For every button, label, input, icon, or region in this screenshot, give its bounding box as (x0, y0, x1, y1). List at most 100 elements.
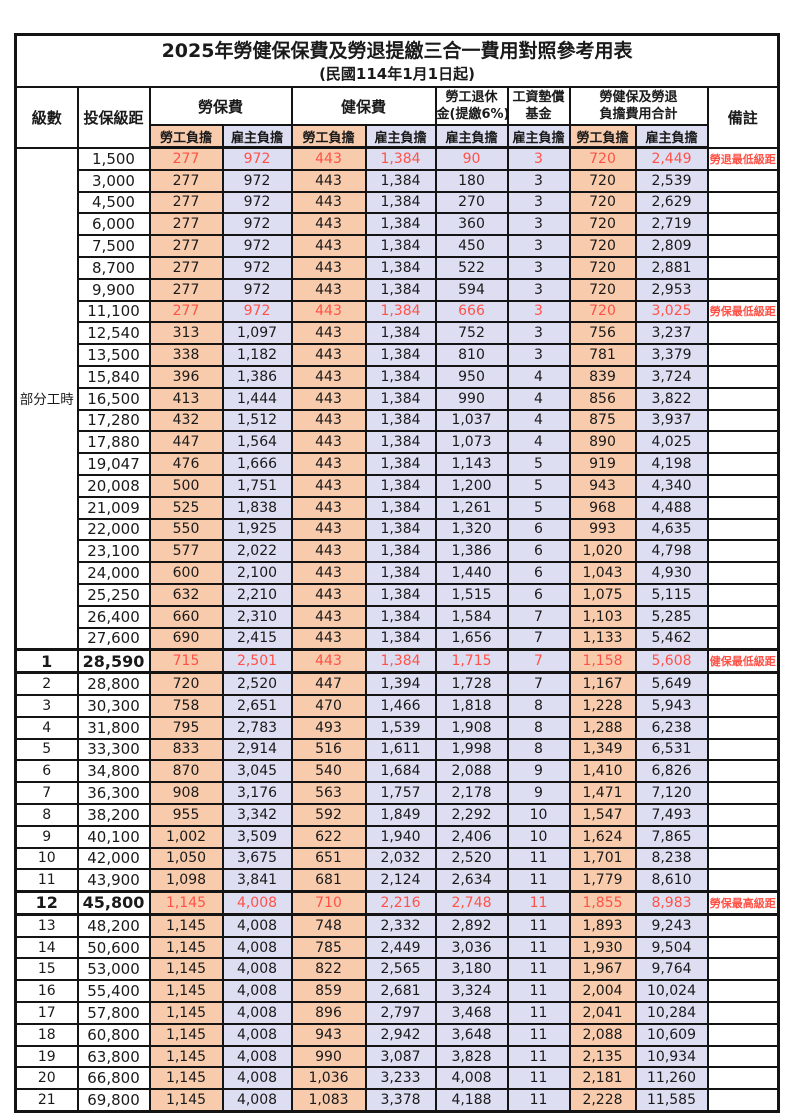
cell-value: 1,384 (364, 648, 437, 675)
table-row: 14 50,600 1,145 4,008 785 2,449 3,036 11 1,930 9,… (14, 935, 780, 960)
total-label-line2: 負擔費用合計 (599, 107, 678, 122)
cell-value: 443 (290, 321, 367, 346)
cell-value: 720 (568, 168, 637, 193)
cell-value: 6 (506, 561, 571, 585)
cell-bracket: 7,500 (76, 234, 151, 258)
cell-value: 3,045 (221, 759, 293, 784)
cell-value: 3,828 (434, 1044, 509, 1069)
cell-level: 17 (14, 1001, 79, 1025)
cell-value: 277 (148, 234, 224, 258)
cell-value: 443 (290, 517, 367, 542)
cell-value: 8 (506, 715, 571, 740)
cell-value: 6 (506, 582, 571, 607)
cell-bracket: 23,100 (76, 539, 151, 564)
cell-value: 7 (506, 648, 571, 675)
cell-note: 勞保最高級距 (706, 890, 780, 916)
cell-note (706, 212, 780, 237)
col-group-wage-arrears-fund: 工資墊償 基金 (506, 86, 571, 126)
cell-value: 1,384 (364, 517, 437, 542)
table-row: 12 45,800 1,145 4,008 710 2,216 2,748 11 1,855 8,… (14, 890, 780, 916)
cell-value: 4,635 (634, 517, 709, 542)
cell-value: 277 (148, 277, 224, 302)
cell-value: 522 (434, 255, 509, 280)
cell-bracket: 1,500 (76, 146, 151, 171)
cell-note (706, 408, 780, 433)
cell-value: 3 (506, 255, 571, 280)
cell-value: 3 (506, 234, 571, 258)
cell-value: 2,565 (364, 957, 437, 982)
table-row: 11 43,900 1,098 3,841 681 2,124 2,634 11 1,779 8,… (14, 868, 780, 893)
cell-note: 勞退最低級距 (706, 146, 780, 171)
cell-value: 720 (568, 277, 637, 302)
cell-value: 6 (506, 539, 571, 564)
cell-value: 2,228 (568, 1088, 637, 1113)
cell-value: 7 (506, 604, 571, 629)
cell-level: 9 (14, 824, 79, 849)
cell-value: 2,501 (221, 648, 293, 675)
cell-value: 1,384 (364, 626, 437, 651)
cell-value: 972 (221, 277, 293, 302)
cell-value: 1,466 (364, 693, 437, 718)
cell-value: 4,008 (221, 979, 293, 1004)
cell-note (706, 495, 780, 520)
cell-note (706, 715, 780, 740)
cell-note: 勞保最低級距 (706, 299, 780, 324)
cell-note (706, 452, 780, 476)
cell-value: 360 (434, 212, 509, 237)
cell-note (706, 781, 780, 805)
col-header-note: 備註 (706, 86, 780, 149)
cell-value: 1,394 (364, 671, 437, 696)
cell-value: 1,818 (434, 693, 509, 718)
cell-value: 9,243 (634, 913, 709, 938)
cell-bracket: 43,900 (76, 868, 151, 893)
cell-value: 5 (506, 473, 571, 498)
cell-bracket: 31,800 (76, 715, 151, 740)
cell-value: 3,087 (364, 1044, 437, 1069)
cell-value: 3,648 (434, 1022, 509, 1047)
cell-value: 1,384 (364, 364, 437, 389)
cell-value: 277 (148, 299, 224, 324)
cell-value: 413 (148, 386, 224, 411)
cell-value: 443 (290, 561, 367, 585)
cell-value: 1,930 (568, 935, 637, 960)
cell-value: 1,384 (364, 168, 437, 193)
cell-value: 651 (290, 846, 367, 871)
table-body: 部分工時 1,500 277 972 443 1,384 90 3 720 2,449 勞退最低級距… (14, 146, 780, 1113)
pension-label-line2: 金(提繳6%) (436, 107, 508, 122)
cell-value: 752 (434, 321, 509, 346)
cell-bracket: 9,900 (76, 277, 151, 302)
col-header-bracket: 投保級距 (76, 86, 151, 149)
cell-value: 2,210 (221, 582, 293, 607)
cell-value: 7,865 (634, 824, 709, 849)
cell-value: 4,008 (221, 1088, 293, 1113)
cell-value: 1,145 (148, 1044, 224, 1069)
cell-value: 3,233 (364, 1066, 437, 1091)
pension-label-line1: 勞工退休 (445, 90, 498, 105)
cell-level: 8 (14, 802, 79, 827)
cell-note (706, 561, 780, 585)
cell-value: 11 (506, 1022, 571, 1047)
cell-value: 5,608 (634, 648, 709, 675)
cell-value: 1,893 (568, 913, 637, 938)
cell-value: 3,237 (634, 321, 709, 346)
cell-value: 1,386 (434, 539, 509, 564)
cell-note (706, 539, 780, 564)
cell-level: 1 (14, 648, 79, 675)
cell-value: 313 (148, 321, 224, 346)
table-row: 26,400 660 2,310 443 1,384 1,584 7 1,103 5,285 (16, 604, 780, 629)
cell-note (706, 386, 780, 411)
header-sub-row: 勞工負擔 雇主負擔 勞工負擔 雇主負擔 雇主負擔 雇主負擔 勞工負擔 雇主負擔 (16, 124, 779, 149)
cell-value: 3,468 (434, 1001, 509, 1025)
cell-value: 972 (221, 212, 293, 237)
cell-note (706, 430, 780, 455)
cell-value: 875 (568, 408, 637, 433)
cell-value: 1,384 (364, 321, 437, 346)
cell-value: 3,841 (221, 868, 293, 893)
cell-value: 443 (290, 234, 367, 258)
cell-value: 3 (506, 190, 571, 215)
cell-value: 758 (148, 693, 224, 718)
cell-value: 3,724 (634, 364, 709, 389)
table-row: 8 38,200 955 3,342 592 1,849 2,292 10 1,547 7,493 (14, 802, 780, 827)
cell-value: 443 (290, 146, 367, 171)
cell-value: 443 (290, 299, 367, 324)
